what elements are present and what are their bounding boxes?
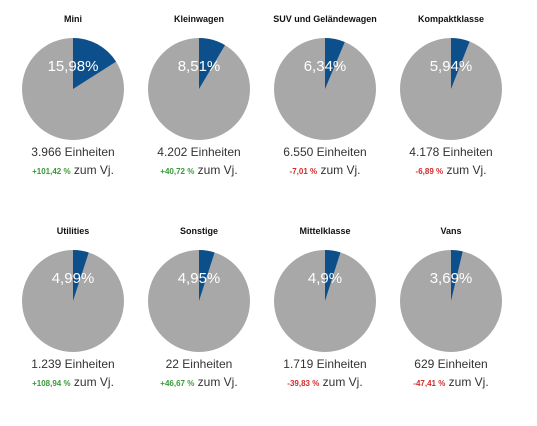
units-count: 22 Einheiten — [165, 357, 233, 371]
share-pie: 6,34% — [274, 38, 376, 140]
pie-share-slice — [451, 38, 470, 89]
change-percent: -6,89 % — [415, 167, 444, 176]
share-pie: 4,95% — [148, 250, 250, 352]
segment-card: Kleinwagen 8,51% 4.202 Einheiten +40,72 … — [136, 14, 262, 214]
share-pie: 5,94% — [400, 38, 502, 140]
change-line: -7,01 % zum Vj. — [262, 163, 388, 177]
pie-share-slice — [73, 250, 89, 301]
change-suffix: zum Vj. — [73, 375, 114, 389]
segment-card: SUV und Geländewagen 6,34% 6.550 Einheit… — [262, 14, 388, 214]
change-line: -39,83 % zum Vj. — [262, 375, 388, 389]
segment-title: Vans — [440, 226, 462, 236]
change-line: -47,41 % zum Vj. — [388, 375, 514, 389]
change-percent: -47,41 % — [413, 379, 446, 388]
share-pie: 3,69% — [400, 250, 502, 352]
change-suffix: zum Vj. — [197, 163, 238, 177]
pie-share-slice — [325, 250, 341, 301]
share-percent-label: 5,94% — [430, 58, 473, 75]
change-line: +101,42 % zum Vj. — [10, 163, 136, 177]
change-suffix: zum Vj. — [446, 163, 487, 177]
units-count: 4.202 Einheiten — [157, 145, 241, 159]
share-percent-label: 15,98% — [48, 58, 99, 75]
segment-card: Sonstige 4,95% 22 Einheiten +46,67 % zum… — [136, 226, 262, 426]
segment-title: Mini — [64, 14, 82, 24]
segment-title: Sonstige — [179, 226, 218, 236]
segment-card: Mini 15,98% 3.966 Einheiten +101,42 % zu… — [10, 14, 136, 214]
segment-card: Vans 3,69% 629 Einheiten -47,41 % zum Vj… — [388, 226, 514, 426]
units-count: 3.966 Einheiten — [31, 145, 115, 159]
share-percent-label: 4,9% — [308, 270, 342, 287]
share-percent-label: 4,99% — [52, 270, 95, 287]
share-pie: 15,98% — [22, 38, 124, 140]
change-line: +40,72 % zum Vj. — [136, 163, 262, 177]
change-percent: -39,83 % — [287, 379, 320, 388]
change-suffix: zum Vj. — [73, 163, 114, 177]
units-count: 4.178 Einheiten — [409, 145, 493, 159]
segment-title: Mittelklasse — [299, 226, 351, 236]
change-suffix: zum Vj. — [197, 375, 238, 389]
share-percent-label: 3,69% — [430, 270, 473, 287]
pie-share-slice — [199, 38, 225, 89]
change-line: +108,94 % zum Vj. — [10, 375, 136, 389]
units-count: 1.239 Einheiten — [31, 357, 115, 371]
change-suffix: zum Vj. — [448, 375, 489, 389]
units-count: 629 Einheiten — [414, 357, 488, 371]
change-percent: +40,72 % — [160, 167, 195, 176]
pie-share-slice — [199, 250, 215, 301]
share-pie: 4,99% — [22, 250, 124, 352]
change-percent: +108,94 % — [32, 379, 71, 388]
share-percent-label: 8,51% — [178, 58, 221, 75]
units-count: 6.550 Einheiten — [283, 145, 367, 159]
units-count: 1.719 Einheiten — [283, 357, 367, 371]
change-line: -6,89 % zum Vj. — [388, 163, 514, 177]
segment-card: Utilities 4,99% 1.239 Einheiten +108,94 … — [10, 226, 136, 426]
share-pie: 8,51% — [148, 38, 250, 140]
pie-share-slice — [73, 38, 117, 89]
pie-share-slice — [451, 250, 463, 301]
change-percent: +101,42 % — [32, 167, 71, 176]
change-suffix: zum Vj. — [322, 375, 363, 389]
segment-title: SUV und Geländewagen — [273, 14, 377, 24]
change-line: +46,67 % zum Vj. — [136, 375, 262, 389]
share-percent-label: 4,95% — [178, 270, 221, 287]
change-percent: +46,67 % — [160, 379, 195, 388]
segment-card: Mittelklasse 4,9% 1.719 Einheiten -39,83… — [262, 226, 388, 426]
share-percent-label: 6,34% — [304, 58, 347, 75]
segment-pie-grid: Mini 15,98% 3.966 Einheiten +101,42 % zu… — [10, 14, 514, 389]
segment-title: Utilities — [56, 226, 90, 236]
change-suffix: zum Vj. — [320, 163, 361, 177]
pie-share-slice — [325, 38, 345, 89]
change-percent: -7,01 % — [289, 167, 318, 176]
segment-title: Kleinwagen — [173, 14, 224, 24]
share-pie: 4,9% — [274, 250, 376, 352]
segment-title: Kompaktklasse — [417, 14, 485, 24]
segment-card: Kompaktklasse 5,94% 4.178 Einheiten -6,8… — [388, 14, 514, 214]
